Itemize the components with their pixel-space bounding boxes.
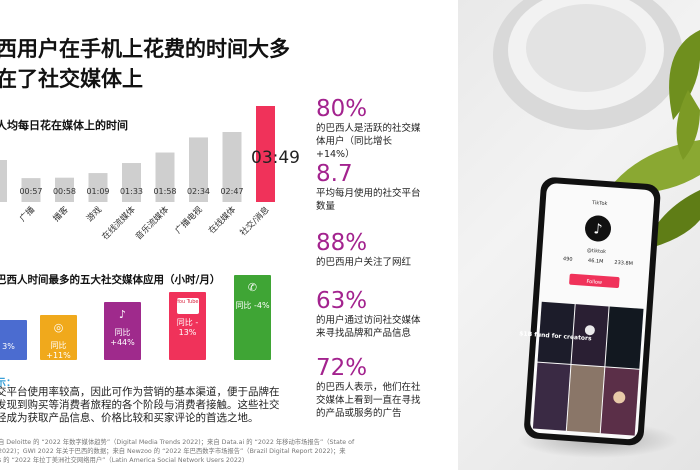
- source-note: 自 Deloitte 的 “2022 年数字媒体趋势”（Digital Medi…: [0, 438, 393, 465]
- media-time-bar: [0, 160, 7, 202]
- social-app-bar: ✆ 同比 -4%: [234, 275, 271, 360]
- phone-follow-label: Follow: [586, 279, 602, 286]
- media-category-label: 在线流媒体: [100, 204, 138, 242]
- media-category-label: 在线媒体: [206, 204, 238, 236]
- phone-count-1: 490: [563, 256, 573, 263]
- media-time-bar: [55, 177, 74, 202]
- stat-description: 平均每月使用的社交平台数量: [316, 188, 421, 212]
- stat-item: 8.7 平均每月使用的社交平台数量: [316, 161, 456, 213]
- tiktok-icon: ♪: [118, 308, 127, 321]
- media-time-bar: [122, 163, 141, 202]
- phone-count-2: 46.1M: [588, 258, 604, 265]
- media-time-bar: [222, 131, 242, 202]
- stat-description: 的巴西人表示，他们在社交媒体上看到一直在寻找的产品或服务的广告: [316, 382, 421, 419]
- phone-photo-illustration: ♪ TikTok @tiktok 490 46.1M 233.8M Follow…: [493, 0, 700, 458]
- media-time-value: 00:58: [53, 187, 76, 196]
- source-line: 2022)；GWI 2022 年关于巴西的数据；来自 Newzoo 的 “202…: [0, 448, 346, 455]
- whatsapp-icon: ✆: [247, 281, 258, 294]
- chart1-title: 人均每日花在媒体上的时间: [0, 119, 128, 132]
- stat-number: 80%: [316, 96, 368, 122]
- phone-handle: @tiktok: [587, 248, 607, 255]
- media-time-value: 01:33: [120, 187, 143, 196]
- media-time-bar: [21, 178, 41, 202]
- page-title: 西用户在手机上花费的时间大多 在了社交媒体上: [0, 34, 290, 94]
- social-app-label: 同比 +44%: [110, 328, 135, 347]
- phone-app-name: TikTok: [591, 200, 608, 207]
- tip-line: 交平台使用率较高，因此可作为营销的基本渠道，便于品牌在: [0, 386, 280, 398]
- media-category-label: 播客: [51, 204, 71, 224]
- stat-number: 72%: [316, 355, 368, 381]
- media-time-value: 02:47: [220, 187, 243, 196]
- media-time-value: 02:34: [187, 187, 210, 196]
- media-time-bar: [155, 152, 175, 202]
- phone-count-3: 233.8M: [614, 260, 633, 267]
- social-app-label: 3%: [2, 342, 15, 351]
- tip-line: 发现到购买等消费者旅程的各个阶段与消费者接触。这些社交: [0, 399, 280, 411]
- media-time-bar: [256, 106, 275, 202]
- stat-description: 的用户通过访问社交媒体来寻找品牌和产品信息: [316, 315, 421, 339]
- plate-center: [526, 4, 646, 92]
- social-app-bar: ♪ 同比 +44%: [104, 302, 141, 360]
- social-app-bar: You Tube 同比 - 13%: [169, 292, 206, 360]
- source-line: 自 Deloitte 的 “2022 年数字媒体趋势”（Digital Medi…: [0, 439, 355, 446]
- phone-photo: ♪ TikTok @tiktok 490 46.1M 233.8M Follow…: [458, 0, 700, 470]
- media-category-label: 广播电视: [173, 204, 205, 236]
- title-line-1: 西用户在手机上花费的时间大多: [0, 37, 290, 61]
- media-time-value: 01:58: [153, 187, 176, 196]
- tip-text: 交平台使用率较高，因此可作为营销的基本渠道，便于品牌在 发现到购买等消费者旅程的…: [0, 386, 296, 425]
- tip-heading: 示：: [0, 378, 16, 389]
- phone-follow-button: [569, 273, 620, 288]
- stat-number: 88%: [316, 230, 368, 256]
- social-app-label: 同比 +11%: [46, 341, 71, 360]
- tip-line: 经成为获取产品信息、价格比较和买家评论的首选之地。: [0, 412, 259, 424]
- title-line-2: 在了社交媒体上: [0, 67, 143, 91]
- phone: ♪ TikTok @tiktok 490 46.1M 233.8M Follow…: [519, 177, 661, 446]
- stat-item: 88% 的巴西用户关注了网红: [316, 230, 456, 269]
- social-app-label: 同比 - 13%: [176, 318, 199, 337]
- youtube-icon: You Tube: [176, 298, 199, 314]
- media-time-bar: [189, 137, 208, 202]
- media-time-value: 03:49: [251, 148, 300, 168]
- source-line: s 的 “2022 年拉丁美洲社交网络用户”（Latin America Soc…: [0, 457, 245, 464]
- media-time-bar: [88, 173, 108, 202]
- stat-item: 80% 的巴西人是活跃的社交媒体用户（同比增长 +14%）: [316, 96, 456, 161]
- media-category-label: 音乐流媒体: [133, 204, 171, 242]
- stat-item: 72% 的巴西人表示，他们在社交媒体上看到一直在寻找的产品或服务的广告: [316, 355, 456, 420]
- social-app-label: 同比 -4%: [235, 301, 270, 310]
- stat-item: 63% 的用户通过访问社交媒体来寻找品牌和产品信息: [316, 288, 456, 340]
- media-category-label: 游戏: [84, 204, 104, 224]
- svg-text:♪: ♪: [593, 221, 603, 238]
- social-app-bar: 3%: [0, 320, 27, 360]
- media-time-value: 00:57: [19, 187, 42, 196]
- tiktok-logo-icon: [585, 215, 612, 242]
- chart2-title: 巴西人时间最多的五大社交媒体应用（小时/月）: [0, 274, 221, 286]
- stat-description: 的巴西人是活跃的社交媒体用户（同比增长 +14%）: [316, 123, 421, 160]
- stat-number: 8.7: [316, 161, 353, 187]
- slide: 西用户在手机上花费的时间大多 在了社交媒体上 人均每日花在媒体上的时间 00:5…: [0, 34, 456, 465]
- social-app-bar: ◎ 同比 +11%: [40, 315, 77, 360]
- media-time-chart: 00:57 广播 00:58 播客 01:09 游戏 01:33 在线流媒体 01:58 音乐流媒…: [0, 106, 300, 242]
- media-category-label: 广播: [17, 204, 37, 224]
- instagram-icon: ◎: [53, 321, 64, 334]
- media-category-label: 社交/消息: [238, 204, 272, 238]
- media-time-value: 01:09: [86, 187, 109, 196]
- stat-number: 63%: [316, 288, 368, 314]
- stat-description: 的巴西用户关注了网红: [316, 257, 412, 268]
